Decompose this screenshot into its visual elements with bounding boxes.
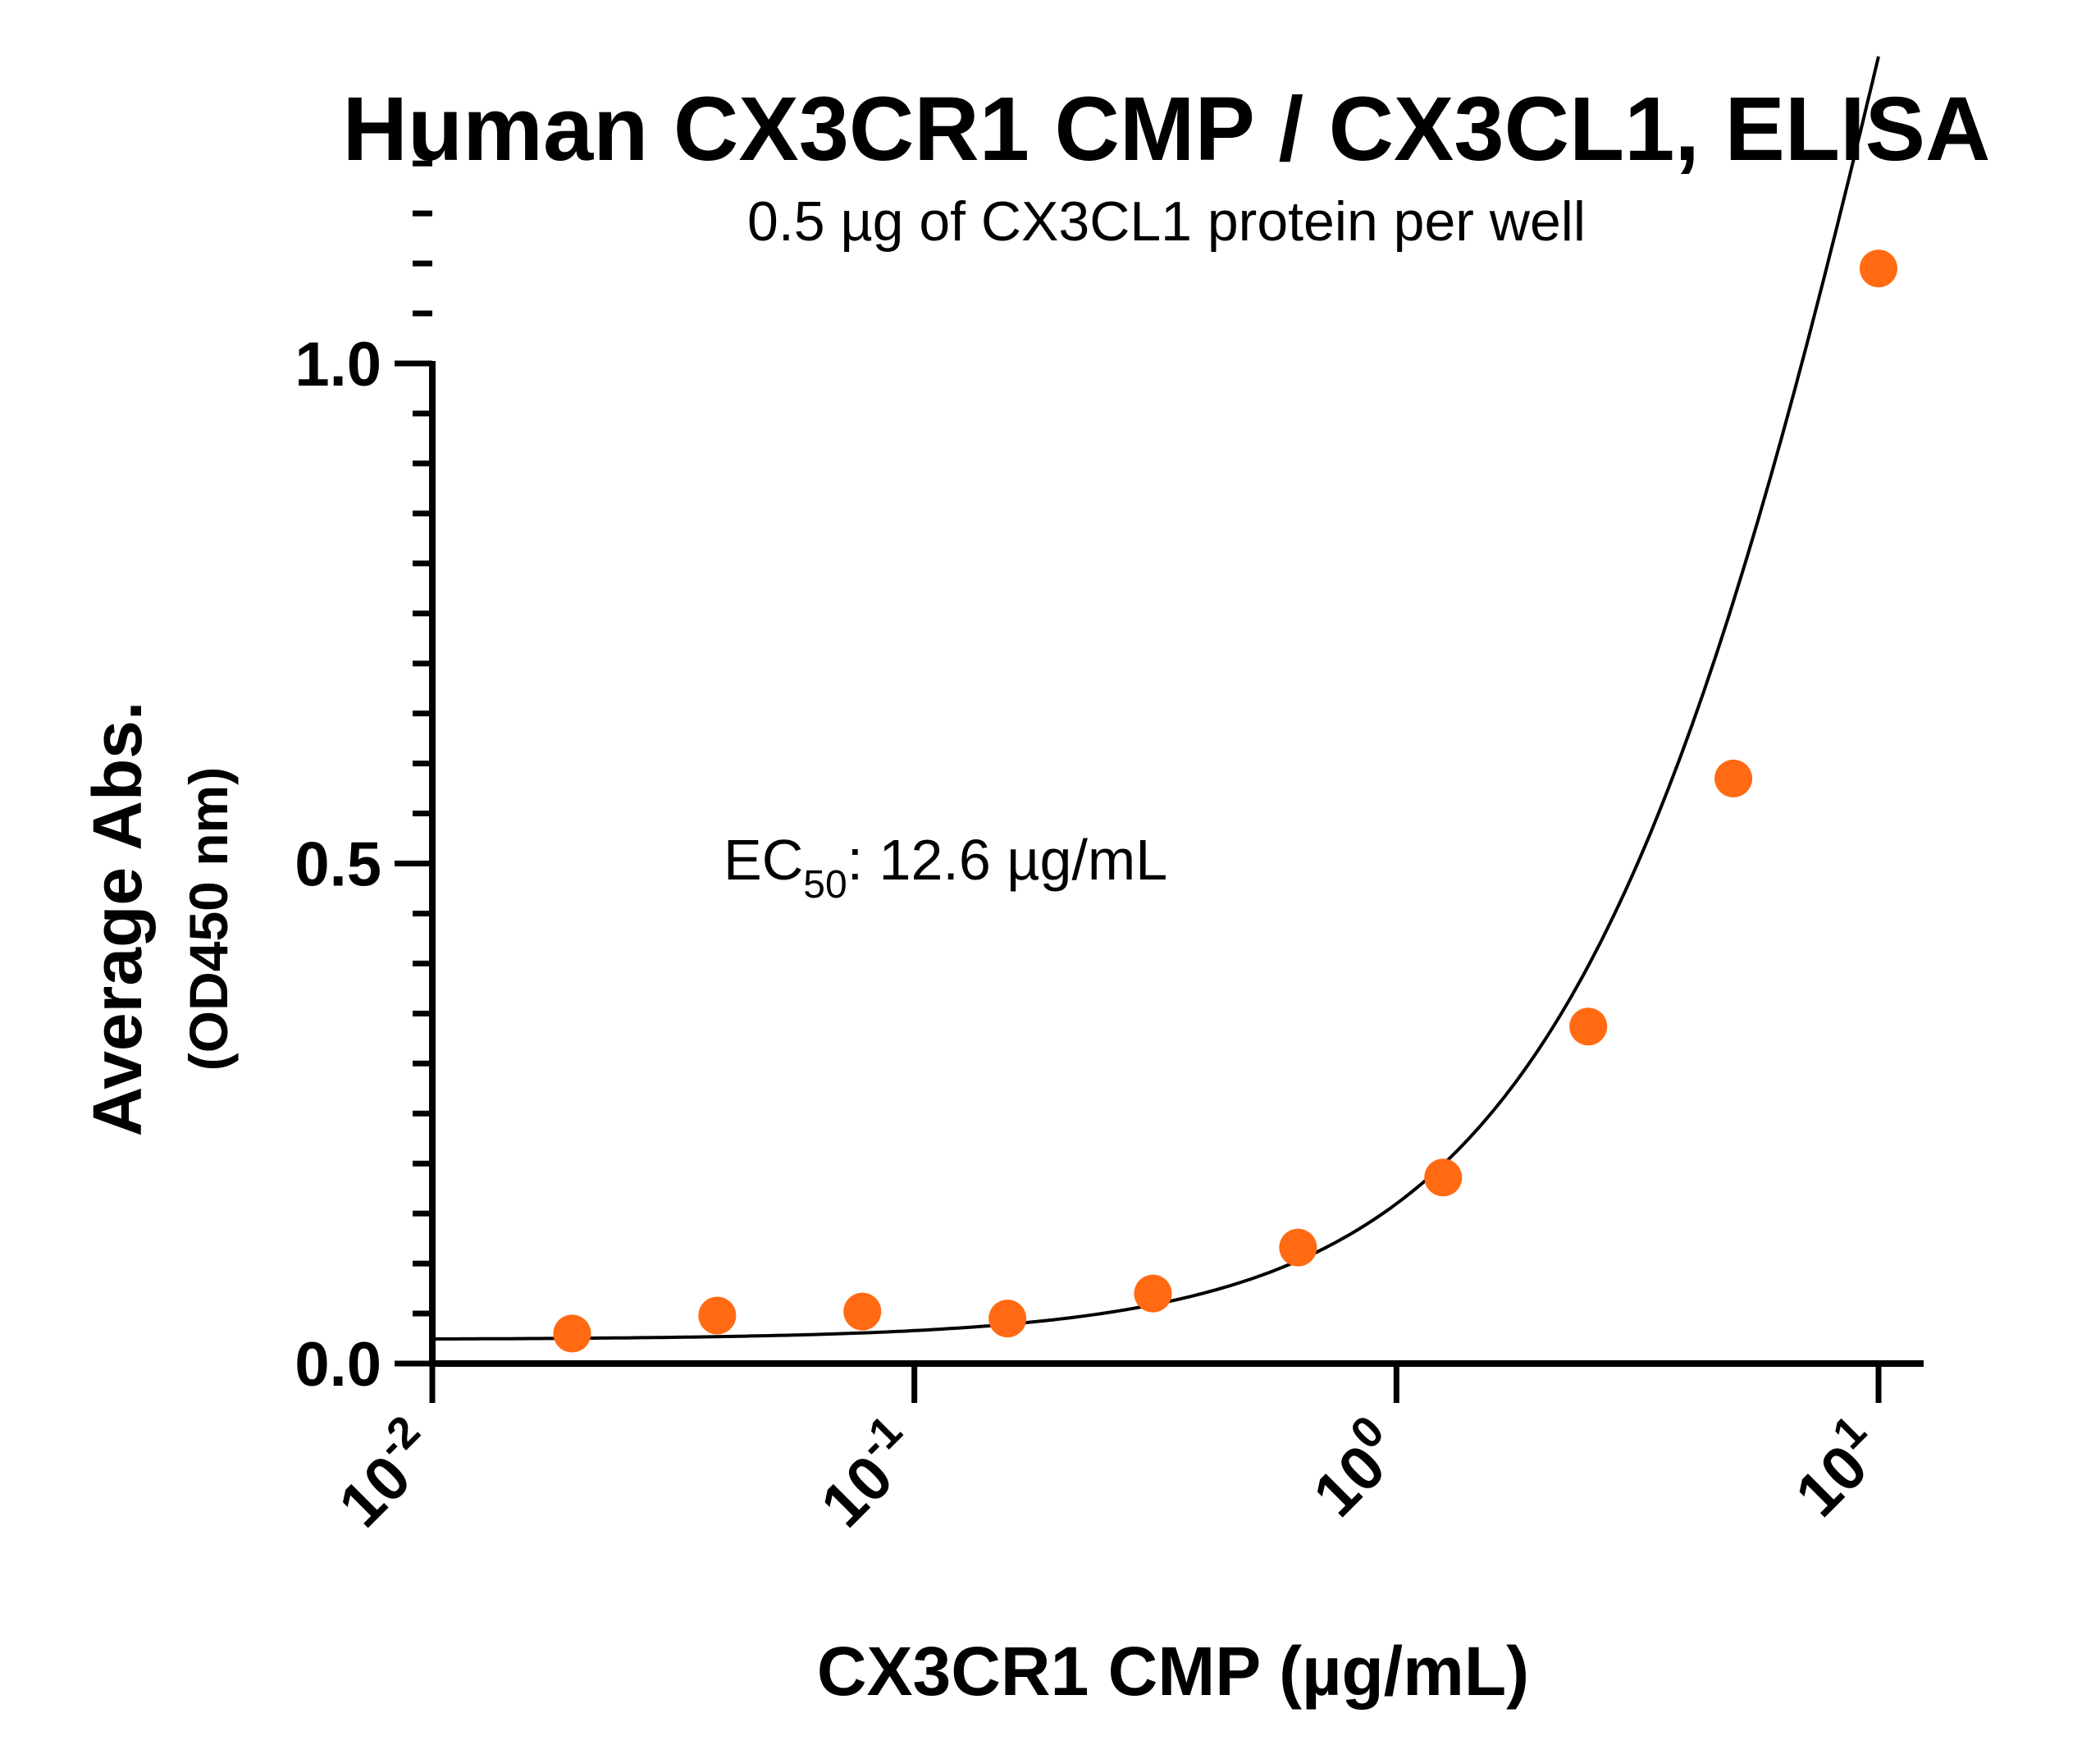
x-tick-label-text: 101 [1774,1406,1898,1530]
data-point [843,1292,882,1331]
data-point [1134,1274,1172,1313]
data-point [1714,759,1753,797]
x-tick-label: 101 [1774,1406,1898,1530]
y-tick-label: 0.0 [294,1330,381,1400]
x-tick-label: 10-2 [317,1406,452,1541]
y-tick-label: 0.5 [294,830,381,900]
data-point [1279,1228,1317,1267]
x-tick-label-text: 100 [1292,1406,1416,1530]
ec50-annotation: EC50: 12.6 µg/mL [724,828,1167,907]
svg-text:Average Abs.: Average Abs. [79,701,156,1137]
chart-title: Human CX3CR1 CMP / CX3CL1, ELISA [343,79,1991,180]
x-tick-label: 10-1 [800,1406,934,1541]
data-points-layer [553,249,1897,1353]
data-point [1424,1158,1463,1197]
svg-text:(OD450 nm): (OD450 nm) [178,767,239,1071]
data-point [553,1314,591,1353]
x-tick-label-text: 10-1 [800,1406,934,1541]
data-point [1569,1007,1608,1046]
x-tick-label: 100 [1292,1406,1416,1530]
chart-subtitle: 0.5 µg of CX3CL1 protein per well [747,190,1586,253]
x-tick-label-text: 10-2 [317,1406,452,1541]
y-tick-label: 1.0 [294,330,381,400]
data-point [1860,249,1897,288]
y-axis-label: Average Abs. [79,701,156,1137]
data-point [988,1300,1027,1338]
x-axis-label: CX3CR1 CMP (µg/mL) [817,1633,1529,1710]
data-point [698,1296,737,1335]
y-axis-label-units: (OD450 nm) [178,767,239,1071]
